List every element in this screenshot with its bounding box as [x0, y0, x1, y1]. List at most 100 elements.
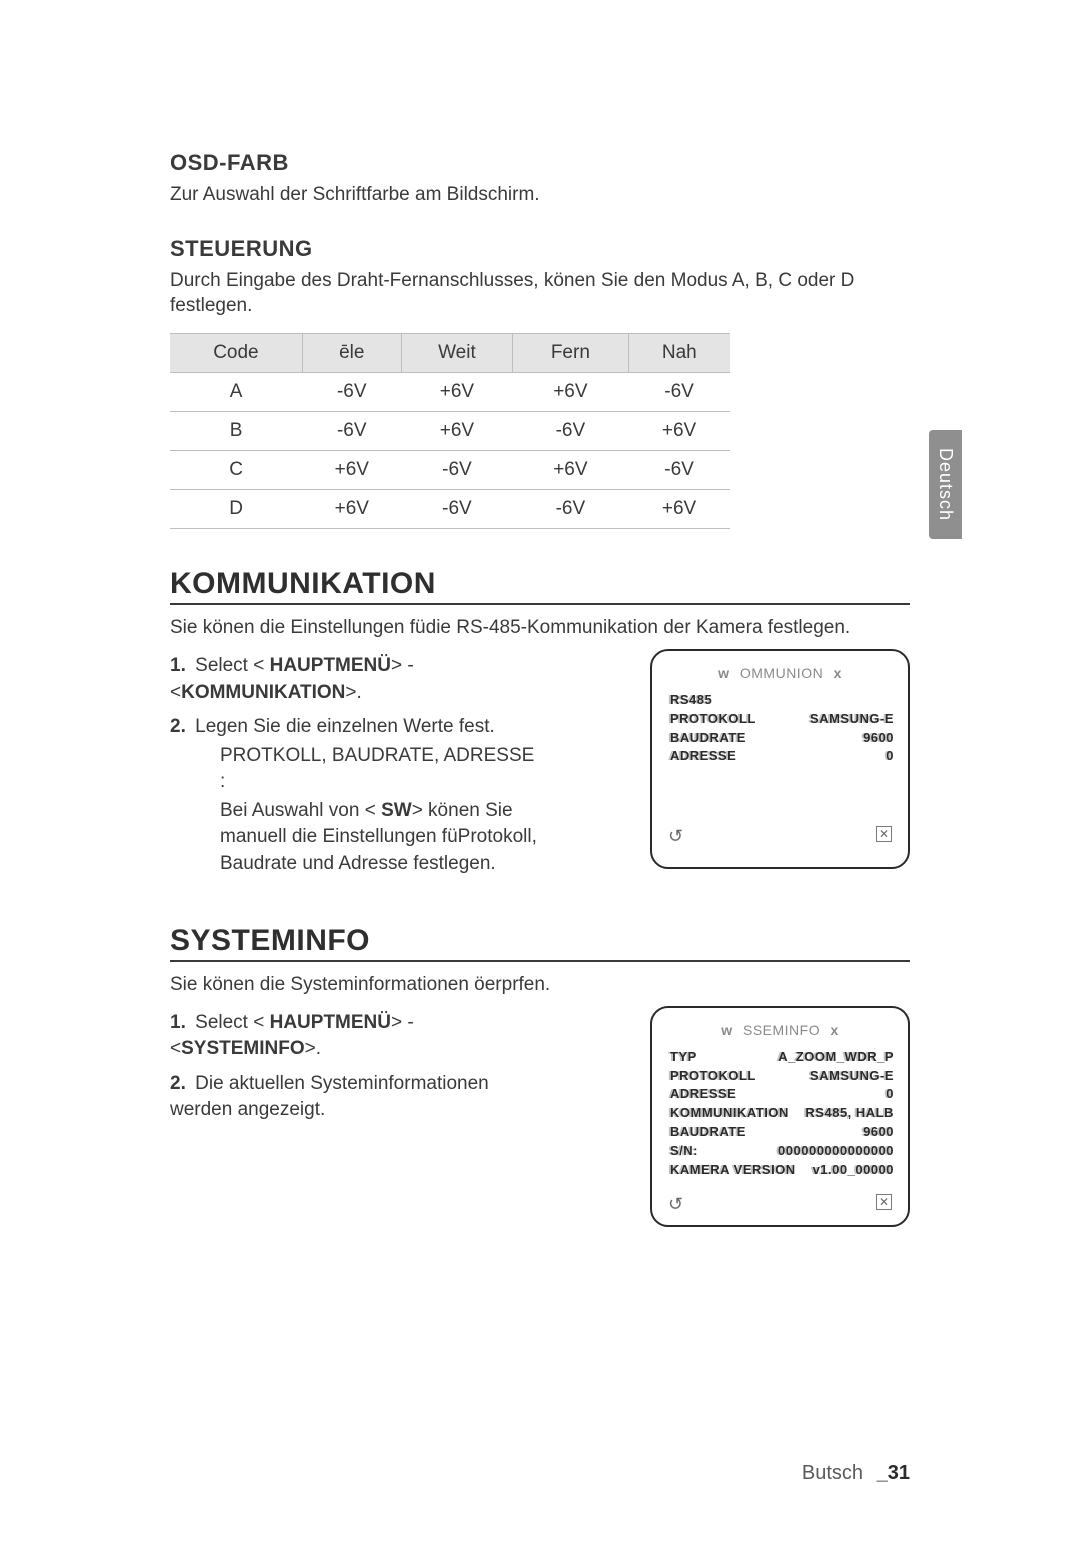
step-bold: KOMMUNIKATION	[181, 682, 345, 703]
osd-label: S/N:S/N:	[668, 1142, 696, 1161]
osd-footer: ↺ ✕	[668, 826, 892, 847]
footer-page-number: _31	[877, 1462, 910, 1484]
osd-label: BAUDRATEBAUDRATE	[668, 1123, 744, 1142]
osd-value: SAMSUNG-ESAMSUNG-E	[808, 710, 892, 729]
osd-row: RS485RS485	[668, 691, 892, 710]
step-1: 1. Select < HAUPTMENÜ> - <KOMMUNIKATION>…	[170, 653, 540, 706]
osd-footer: ↺ ✕	[668, 1194, 892, 1215]
osd-row: PROTOKOLLPROTOKOLL SAMSUNG-ESAMSUNG-E	[668, 1067, 892, 1086]
cell: +6V	[628, 411, 730, 450]
osd-title-text: OMMUNION	[740, 665, 823, 681]
osd-row: S/N:S/N: 000000000000000000000000000000	[668, 1142, 892, 1161]
close-icon: ✕	[876, 1194, 892, 1210]
text-osd-farb: Zur Auswahl der Schriftfarbe am Bildschi…	[170, 182, 910, 208]
osd-label: ADRESSEADRESSE	[668, 1085, 734, 1104]
osd-label: TYPTYP	[668, 1048, 695, 1067]
osd-panel-kommunikation: w OMMUNION x RS485RS485 PROTOKOLLPROTOKO…	[650, 649, 910, 869]
th-fern: Fern	[513, 333, 628, 372]
cell: +6V	[628, 489, 730, 528]
cell: +6V	[302, 489, 401, 528]
osd-label: KAMERA VERSIONKAMERA VERSION	[668, 1161, 794, 1180]
step-number: 2.	[170, 716, 186, 737]
table-steuerung: Code ēle Weit Fern Nah A -6V +6V +6V -6V…	[170, 333, 730, 529]
osd-label: ADRESSEADRESSE	[668, 747, 734, 766]
section-osd-farb: OSD-FARB Zur Auswahl der Schriftfarbe am…	[170, 150, 910, 208]
osd-value: SAMSUNG-ESAMSUNG-E	[808, 1067, 892, 1086]
arrow-right-icon: x	[831, 1022, 839, 1038]
th-tele: ēle	[302, 333, 401, 372]
cell: +6V	[401, 372, 512, 411]
table-row: C +6V -6V +6V -6V	[170, 450, 730, 489]
osd-title: w OMMUNION x	[668, 665, 892, 681]
row-kommunikation: 1. Select < HAUPTMENÜ> - <KOMMUNIKATION>…	[170, 649, 910, 886]
step-text: Select <	[195, 655, 264, 676]
th-weit: Weit	[401, 333, 512, 372]
osd-value: RS485, HALBRS485, HALB	[803, 1104, 892, 1123]
osd-row: ADRESSEADRESSE 00	[668, 1085, 892, 1104]
osd-row: BAUDRATEBAUDRATE 96009600	[668, 1123, 892, 1142]
step-text: Die aktuellen Systeminformationen werden…	[170, 1073, 489, 1121]
heading-kommunikation: KOMMUNIKATION	[170, 567, 910, 605]
step-1: 1. Select < HAUPTMENÜ> - <SYSTEMINFO>.	[170, 1010, 540, 1063]
footer-language: Butsch	[802, 1462, 863, 1484]
osd-row: BAUDRATEBAUDRATE 96009600	[668, 729, 892, 748]
th-nah: Nah	[628, 333, 730, 372]
th-code: Code	[170, 333, 302, 372]
table-row: D +6V -6V -6V +6V	[170, 489, 730, 528]
return-icon: ↺	[668, 1194, 683, 1215]
heading-osd-farb: OSD-FARB	[170, 150, 910, 176]
osd-value: 000000000000000000000000000000	[776, 1142, 892, 1161]
intro-kommunikation: Sie könen die Einstellungen füdie RS-485…	[170, 617, 910, 639]
table-header-row: Code ēle Weit Fern Nah	[170, 333, 730, 372]
step-text: Legen Sie die einzelnen Werte fest.	[195, 716, 495, 737]
table-row: B -6V +6V -6V +6V	[170, 411, 730, 450]
osd-label: BAUDRATEBAUDRATE	[668, 729, 744, 748]
step-number: 1.	[170, 655, 186, 676]
osd-value: 96009600	[861, 1123, 892, 1142]
osd-value: 96009600	[861, 729, 892, 748]
close-icon: ✕	[876, 826, 892, 842]
cell: A	[170, 372, 302, 411]
osd-label: PROTOKOLLPROTOKOLL	[668, 1067, 754, 1086]
page-footer: Butsch _31	[802, 1462, 910, 1485]
cell: +6V	[401, 411, 512, 450]
heading-steuerung: STEUERUNG	[170, 236, 910, 262]
section-steuerung: STEUERUNG Durch Eingabe des Draht-Fernan…	[170, 236, 910, 529]
row-systeminfo: 1. Select < HAUPTMENÜ> - <SYSTEMINFO>. 2…	[170, 1006, 910, 1227]
step-text: >.	[305, 1038, 321, 1059]
steps-systeminfo: 1. Select < HAUPTMENÜ> - <SYSTEMINFO>. 2…	[170, 1010, 540, 1132]
osd-title-text: SSEMINFO	[743, 1022, 820, 1038]
cell: -6V	[628, 450, 730, 489]
osd-row: KOMMUNIKATIONKOMMUNIKATION RS485, HALBRS…	[668, 1104, 892, 1123]
cell: -6V	[401, 489, 512, 528]
cell: C	[170, 450, 302, 489]
step-bold: HAUPTMENÜ	[270, 655, 391, 676]
cell: -6V	[628, 372, 730, 411]
step-bold: SYSTEMINFO	[181, 1038, 305, 1059]
side-tab-language: Deutsch	[929, 430, 962, 539]
cell: +6V	[513, 450, 628, 489]
text-steuerung: Durch Eingabe des Draht-Fernanschlusses,…	[170, 268, 910, 319]
steps-kommunikation: 1. Select < HAUPTMENÜ> - <KOMMUNIKATION>…	[170, 653, 540, 886]
osd-row: ADRESSEADRESSE 00	[668, 747, 892, 766]
osd-row: KAMERA VERSIONKAMERA VERSION v1.00_00000…	[668, 1161, 892, 1180]
cell: -6V	[513, 411, 628, 450]
cell: D	[170, 489, 302, 528]
step-sub: PROTKOLL, BAUDRATE, ADRESSE :	[220, 743, 540, 796]
osd-value: 00	[884, 1085, 892, 1104]
step-text: >.	[345, 682, 361, 703]
step-number: 1.	[170, 1012, 186, 1033]
cell: +6V	[302, 450, 401, 489]
step-number: 2.	[170, 1073, 186, 1094]
arrow-left-icon: w	[721, 1022, 732, 1038]
cell: -6V	[401, 450, 512, 489]
table-row: A -6V +6V +6V -6V	[170, 372, 730, 411]
step-bold: HAUPTMENÜ	[270, 1012, 391, 1033]
osd-value: 00	[884, 747, 892, 766]
arrow-left-icon: w	[718, 665, 729, 681]
return-icon: ↺	[668, 826, 683, 847]
step-2: 2. Legen Sie die einzelnen Werte fest. P…	[170, 714, 540, 878]
osd-value: v1.00_00000v1.00_00000	[811, 1161, 892, 1180]
intro-systeminfo: Sie könen die Systeminformationen öerprf…	[170, 974, 910, 996]
osd-panel-systeminfo: w SSEMINFO x TYPTYP A_ZOOM_WDR_PA_ZOOM_W…	[650, 1006, 910, 1227]
